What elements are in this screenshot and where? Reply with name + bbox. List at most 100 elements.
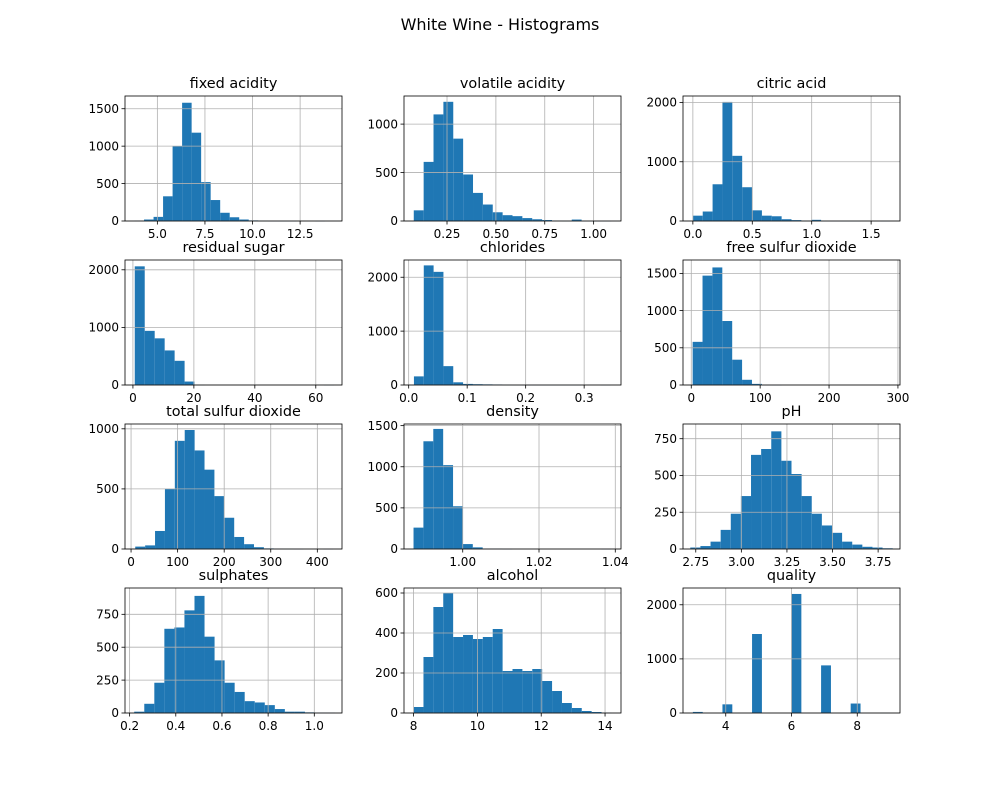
- y-tick-label: 1000: [367, 460, 398, 474]
- histogram-bar: [191, 132, 202, 221]
- subplot-free-sulfur-dioxide: 0 100 200 300 0 500 1000 1500 free sulfur dioxid…: [646, 240, 909, 405]
- y-tick-label: 0: [390, 378, 398, 392]
- histogram-bar: [220, 212, 230, 221]
- histogram-bar: [201, 182, 211, 221]
- histogram-bar: [473, 192, 483, 221]
- histogram-bar: [722, 321, 733, 385]
- subplot-title: chlorides: [480, 240, 545, 256]
- y-tick-label: 2000: [367, 270, 398, 284]
- histogram-bar: [522, 671, 533, 713]
- y-tick-label: 1000: [646, 652, 677, 666]
- histogram-bar: [571, 219, 582, 221]
- histogram-bar: [234, 691, 245, 713]
- histogram-bar: [413, 527, 424, 549]
- histogram-bar: [732, 359, 743, 385]
- histogram-bar: [742, 187, 753, 221]
- subplot-title: total sulfur dioxide: [166, 404, 301, 420]
- x-tick-label: 7.5: [195, 227, 214, 241]
- subplot-title: fixed acidity: [190, 76, 278, 92]
- histogram-bar: [174, 360, 185, 385]
- y-tick-label: 500: [375, 166, 398, 180]
- histogram-bar: [253, 547, 264, 549]
- y-tick-label: 1000: [646, 155, 677, 169]
- x-tick-label: 1.02: [526, 555, 553, 569]
- x-tick-label: 1.00: [449, 555, 476, 569]
- y-tick-label: 1500: [646, 267, 677, 281]
- histogram-bar: [443, 465, 454, 549]
- histogram-bar: [571, 708, 582, 713]
- x-tick-label: 0.1: [458, 391, 477, 405]
- histogram-bar: [821, 525, 832, 549]
- subplot-title: residual sugar: [182, 240, 284, 256]
- figure-title: White Wine - Histograms: [401, 15, 600, 34]
- histogram-bar: [472, 384, 483, 385]
- histogram-bar: [210, 200, 221, 221]
- x-tick-label: 8: [853, 719, 861, 733]
- bars: [134, 595, 336, 714]
- subplot-fixed-acidity: 5.0 7.5 10.0 12.5 0 500 1000 1500 fixed acidity: [88, 76, 343, 241]
- subplot-quality: 4 6 8 0 1000 2000 quality: [646, 568, 901, 733]
- x-tick-label: 0.2: [516, 391, 535, 405]
- histogram-bar: [239, 219, 249, 221]
- x-tick-label: 0: [129, 391, 137, 405]
- histogram-bar: [153, 216, 164, 221]
- axes-frame: [403, 259, 622, 386]
- histogram-bar: [512, 216, 523, 221]
- y-tick-label: 1000: [646, 304, 677, 318]
- subplot-title: sulphates: [199, 568, 269, 584]
- histogram-bar: [453, 138, 464, 221]
- histogram-bar: [462, 544, 473, 549]
- histogram-bar: [811, 219, 822, 221]
- histogram-bar: [542, 220, 552, 221]
- bars: [690, 431, 893, 549]
- x-tick-label: 1.00: [580, 227, 607, 241]
- axes-frame: [403, 423, 622, 550]
- histogram-bar: [781, 219, 792, 221]
- subplot-title: density: [486, 404, 539, 420]
- histogram-bar: [184, 610, 195, 713]
- histogram-bar: [264, 705, 275, 713]
- x-tick-label: 0.6: [212, 719, 231, 733]
- histogram-bar: [453, 637, 464, 713]
- x-tick-label: 0: [687, 391, 695, 405]
- histogram-bar: [842, 541, 853, 549]
- histogram-bar: [144, 219, 154, 221]
- x-tick-label: 3.25: [774, 555, 801, 569]
- axes-frame: [124, 95, 343, 222]
- subplot-title: volatile acidity: [460, 76, 566, 92]
- x-tick-label: 0.50: [483, 227, 510, 241]
- histogram-bar: [512, 669, 523, 713]
- axes-frame: [403, 95, 622, 222]
- y-tick-label: 500: [375, 501, 398, 515]
- histogram-bar: [761, 215, 772, 221]
- histogram-bar: [591, 712, 602, 713]
- histogram-bar: [752, 634, 762, 713]
- x-tick-label: 8: [410, 719, 418, 733]
- y-tick-label: 500: [96, 177, 119, 191]
- histogram-bar: [740, 496, 752, 549]
- histogram-bar: [443, 101, 454, 221]
- y-tick-label: 2000: [88, 263, 119, 277]
- x-tick-label: 3.75: [865, 555, 892, 569]
- histogram-bar: [134, 266, 145, 385]
- x-tick-label: 0.0: [399, 391, 418, 405]
- x-tick-label: 0.0: [683, 227, 702, 241]
- x-tick-label: 1.0: [305, 719, 324, 733]
- y-tick-label: 1000: [88, 321, 119, 335]
- axes-frame: [682, 95, 901, 222]
- histogram-bar: [244, 544, 254, 549]
- histogram-bar: [502, 671, 513, 713]
- histogram-bar: [872, 547, 883, 549]
- x-tick-label: 4: [722, 719, 730, 733]
- x-tick-label: 40: [247, 391, 262, 405]
- axes-frame: [403, 587, 622, 714]
- x-tick-label: 0.5: [743, 227, 762, 241]
- histogram-bar: [730, 513, 741, 549]
- histogram-bar: [224, 517, 235, 549]
- histogram-bar: [561, 703, 572, 713]
- x-tick-label: 3.50: [819, 555, 846, 569]
- histogram-bar: [274, 709, 285, 713]
- histogram-bar: [700, 546, 711, 549]
- histogram-bar: [463, 174, 474, 221]
